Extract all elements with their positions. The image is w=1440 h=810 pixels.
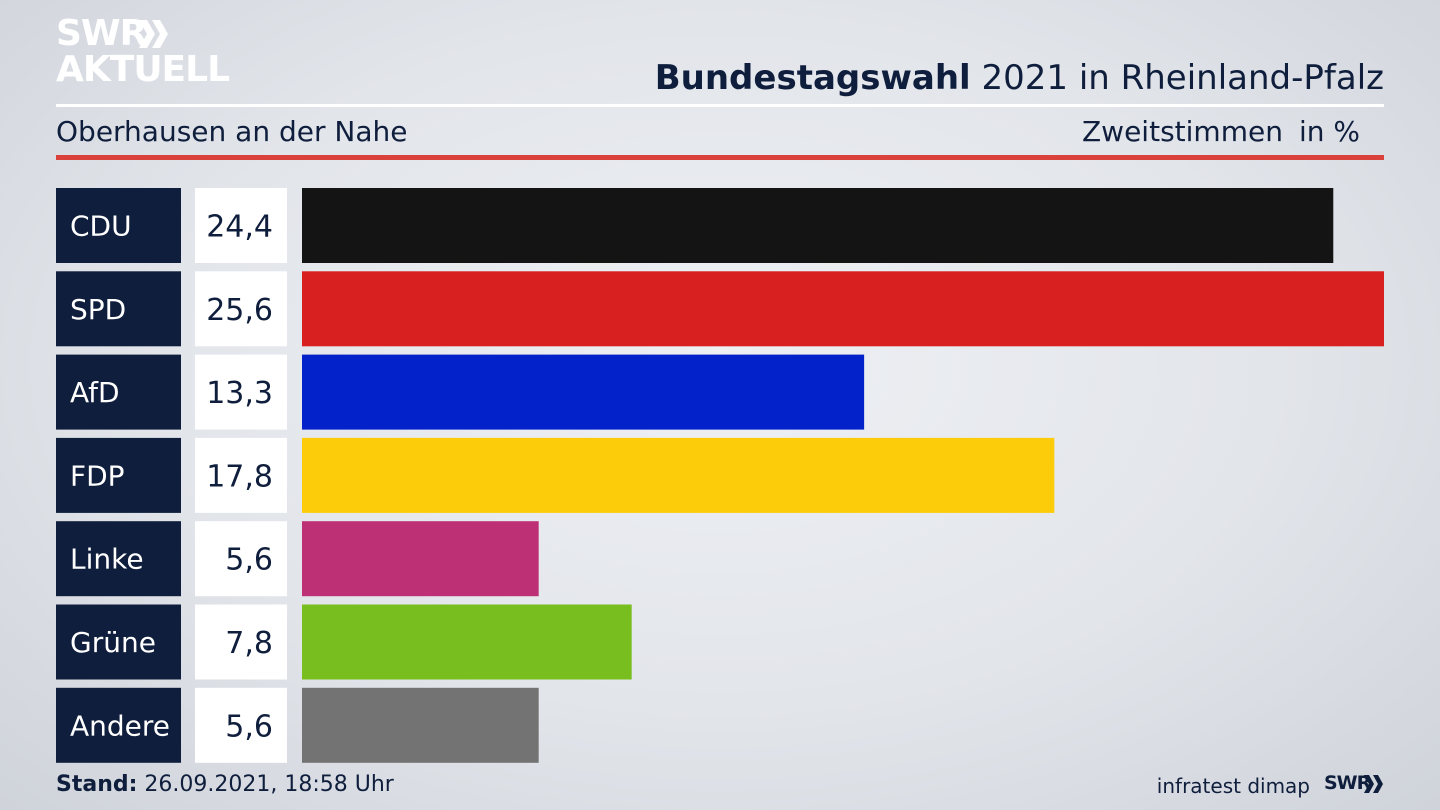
title-rest: 2021 in Rheinland-Pfalz (970, 58, 1384, 98)
party-label: FDP (70, 459, 125, 492)
swr-footer-logo: SWR (1324, 771, 1384, 797)
value-label-box (195, 354, 287, 430)
party-label: Andere (70, 709, 170, 742)
double-chevron-icon (139, 20, 168, 48)
value-label: 5,6 (225, 543, 273, 578)
value-label: 7,8 (225, 626, 273, 661)
header-divider (56, 104, 1384, 107)
bar (302, 188, 1334, 263)
value-label-box (195, 687, 287, 763)
party-label-box (56, 521, 181, 597)
value-label: 25,6 (206, 293, 273, 328)
value-label: 13,3 (206, 376, 273, 411)
value-label-box (195, 271, 287, 347)
footer-logo-text: SWR (1324, 772, 1371, 794)
party-label: SPD (70, 293, 126, 326)
timestamp-value: 26.09.2021, 18:58 Uhr (137, 772, 394, 797)
logo-text-swr: SWR (56, 13, 147, 54)
bar (302, 687, 539, 763)
unit-label: in % (1299, 115, 1361, 148)
bar (302, 521, 539, 597)
party-label-box (56, 604, 181, 680)
timestamp: Stand: 26.09.2021, 18:58 Uhr (56, 772, 394, 797)
page-title: Bundestagswahl 2021 in Rheinland-Pfalz (655, 58, 1384, 98)
value-label-box (195, 521, 287, 597)
accent-divider (56, 155, 1384, 160)
bar (302, 604, 632, 680)
value-label-box (195, 188, 287, 263)
party-label: Linke (70, 543, 144, 576)
title-bold: Bundestagswahl (654, 58, 971, 98)
swr-aktuell-logo: SWR AKTUELL (56, 13, 230, 90)
party-label-box (56, 437, 181, 513)
party-label-box (56, 271, 181, 347)
bar (302, 354, 865, 430)
bar (302, 437, 1055, 513)
value-label: 17,8 (206, 459, 273, 494)
party-label-box (56, 687, 181, 763)
value-label-box (195, 604, 287, 680)
party-label-box (56, 354, 181, 430)
double-chevron-icon (1364, 775, 1383, 793)
source-credit: infratest dimap (1156, 774, 1310, 798)
value-label: 24,4 (206, 210, 273, 245)
region-name: Oberhausen an der Nahe (56, 115, 408, 148)
bar (302, 271, 1384, 347)
party-label: AfD (70, 376, 120, 409)
measure-label: Zweitstimmen (1082, 115, 1283, 148)
value-label-box (195, 437, 287, 513)
party-label: CDU (70, 210, 132, 243)
value-label: 5,6 (225, 709, 273, 744)
party-label: Grüne (70, 626, 156, 659)
timestamp-label: Stand: (56, 772, 138, 797)
party-label-box (56, 188, 181, 263)
logo-text-aktuell: AKTUELL (56, 49, 230, 90)
